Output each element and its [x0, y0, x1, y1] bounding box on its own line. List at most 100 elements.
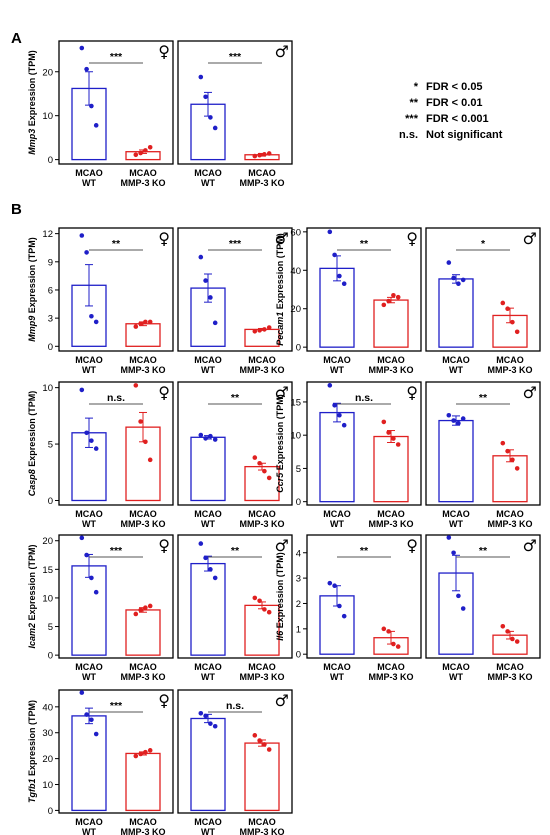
plot-frame [306, 227, 422, 352]
significance-label: *** [110, 545, 123, 557]
significance-label: ** [479, 392, 488, 404]
ko-data-point [266, 325, 272, 330]
wt-data-point [460, 606, 466, 611]
wt-data-point [456, 281, 461, 287]
ko-data-point [143, 439, 148, 445]
wt-data-point [208, 433, 213, 439]
legend-symbol: * [413, 81, 418, 93]
significance-label: *** [110, 51, 123, 63]
x-tick-label: WT [201, 365, 215, 375]
ko-data-point [510, 457, 515, 463]
female-symbol: ♀ [406, 536, 418, 555]
ko-bar [492, 455, 528, 503]
ko-data-point [381, 302, 387, 308]
wt-data-point [327, 229, 333, 235]
ko-bar [125, 609, 161, 656]
ko-data-point [505, 629, 510, 634]
male-symbol: ♂ [275, 383, 289, 402]
significance-label: ** [360, 238, 369, 250]
wt-data-point [337, 273, 342, 279]
male-symbol: ♂ [275, 229, 289, 248]
y-axis-unit: Expression (TPM) [275, 394, 285, 473]
x-tick-label: MCAO [323, 662, 351, 672]
wt-bar [71, 715, 107, 812]
y-tick-label: 3 [48, 314, 53, 325]
x-tick-label: MCAO [194, 168, 222, 178]
wt-data-point [460, 277, 466, 283]
y-axis-gene-name: Casp8 [27, 469, 37, 496]
x-tick-label: MMP-3 KO [240, 827, 285, 835]
x-tick-label: MCAO [129, 509, 157, 519]
wt-data-point [203, 713, 208, 719]
ko-data-point [138, 150, 143, 156]
x-tick-label: WT [449, 672, 463, 682]
x-tick-label: WT [330, 365, 344, 375]
wt-data-point [337, 603, 342, 609]
wt-data-point [89, 103, 94, 109]
ko-data-point [257, 738, 262, 743]
ko-data-point [262, 327, 267, 332]
x-tick-label: MMP-3 KO [240, 519, 285, 529]
ko-data-point [266, 609, 272, 615]
y-tick-label: 3 [296, 574, 301, 585]
wt-data-point [198, 74, 204, 80]
ko-data-point [262, 742, 267, 747]
y-axis-unit: Expression (TPM) [275, 552, 285, 631]
x-tick-label: MCAO [496, 355, 524, 365]
wt-data-point [332, 583, 337, 589]
x-tick-label: MCAO [129, 168, 157, 178]
x-tick-label: MCAO [248, 355, 276, 365]
y-tick-label: 1 [296, 624, 301, 635]
x-tick-label: MMP-3 KO [240, 178, 285, 188]
x-tick-label: MCAO [442, 662, 470, 672]
wt-data-point [460, 416, 466, 421]
ko-data-point [257, 328, 262, 333]
y-tick-label: 10 [42, 593, 53, 604]
wt-data-point [332, 252, 337, 258]
ko-bar [125, 752, 161, 812]
y-tick-label: 0 [296, 650, 301, 661]
wt-data-point [212, 125, 218, 131]
male-symbol: ♂ [275, 691, 289, 710]
ko-data-point [500, 300, 506, 306]
y-axis-label: Il6 Expression (TPM) [275, 552, 285, 641]
wt-data-point [198, 254, 204, 260]
y-axis-unit: Expression (TPM) [27, 544, 37, 623]
wt-data-point [79, 233, 85, 238]
x-tick-label: WT [82, 519, 96, 529]
ko-data-point [262, 607, 267, 612]
x-tick-label: MMP-3 KO [121, 178, 166, 188]
female-symbol: ♀ [406, 229, 418, 248]
x-tick-label: MCAO [248, 817, 276, 827]
wt-data-point [212, 320, 218, 326]
wt-data-point [446, 535, 452, 540]
y-tick-label: 5 [296, 464, 301, 475]
x-tick-label: MMP-3 KO [488, 365, 533, 375]
ko-data-point [252, 733, 258, 738]
ko-bar [373, 435, 409, 503]
female-symbol: ♀ [158, 383, 170, 402]
wt-data-point [451, 418, 456, 423]
x-tick-label: MMP-3 KO [240, 672, 285, 682]
significance-label: ** [479, 545, 488, 557]
wt-data-point [203, 94, 208, 100]
wt-data-point [341, 281, 347, 287]
x-tick-label: MCAO [496, 509, 524, 519]
x-tick-label: MCAO [75, 662, 103, 672]
y-tick-label: 10 [42, 780, 53, 791]
ko-data-point [514, 329, 520, 335]
wt-data-point [451, 275, 456, 281]
x-tick-label: MCAO [248, 662, 276, 672]
wt-bar [190, 436, 226, 502]
x-tick-label: WT [201, 178, 215, 188]
ko-data-point [147, 145, 153, 150]
legend-text: Not significant [426, 129, 503, 141]
significance-label: ** [360, 545, 369, 557]
y-axis-unit: Expression (TPM) [27, 50, 37, 129]
